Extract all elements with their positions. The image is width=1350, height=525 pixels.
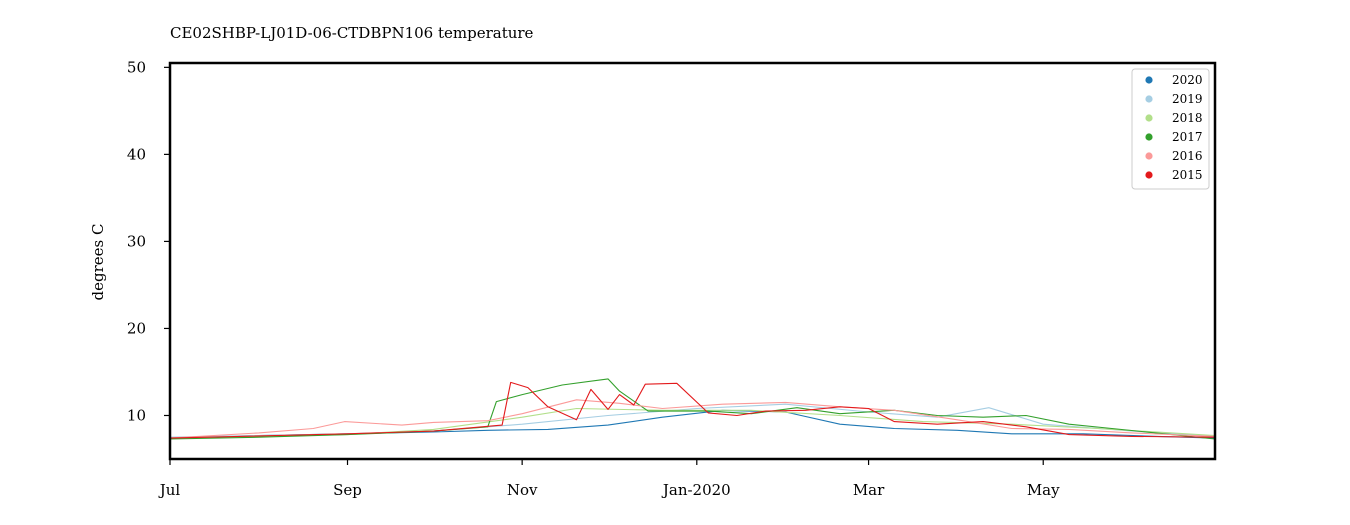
legend-label-2017: 2017 <box>1172 130 1203 144</box>
legend-marker-2016 <box>1145 152 1153 160</box>
y-axis-label: degrees C <box>89 224 107 301</box>
x-tick-label: Mar <box>853 481 885 499</box>
x-tick-label: May <box>1027 481 1060 499</box>
y-tick-label: 40 <box>127 145 146 163</box>
legend-marker-2018 <box>1145 114 1153 122</box>
series-line-2015 <box>170 381 1215 439</box>
x-tick-label: Jul <box>158 481 181 499</box>
plot-frame <box>168 61 1217 461</box>
y-tick-label: 20 <box>127 319 146 337</box>
x-tick-label: Nov <box>507 481 538 499</box>
y-tick-label: 10 <box>127 406 146 424</box>
series-line-2016 <box>170 399 1215 439</box>
chart-title: CE02SHBP-LJ01D-06-CTDBPN106 temperature <box>170 24 534 42</box>
legend-marker-2020 <box>1145 76 1153 84</box>
legend: 2020 2019 2018 2017 2016 2015 <box>1131 68 1210 190</box>
legend-label-2015: 2015 <box>1172 168 1203 182</box>
legend-label-2016: 2016 <box>1172 149 1203 163</box>
x-tick-label: Sep <box>333 481 362 499</box>
legend-label-2018: 2018 <box>1172 111 1203 125</box>
legend-marker-2017 <box>1145 133 1153 141</box>
legend-label-2020: 2020 <box>1172 73 1203 87</box>
x-tick-label: Jan-2020 <box>661 481 731 499</box>
y-tick-label: 50 <box>127 58 146 76</box>
legend-marker-2019 <box>1145 95 1153 103</box>
y-tick-label: 30 <box>127 232 146 250</box>
legend-label-2019: 2019 <box>1172 92 1203 106</box>
y-axis: 10 20 30 40 50 <box>127 58 170 424</box>
series-layer <box>170 378 1215 440</box>
x-axis: Jul Sep Nov Jan-2020 Mar May <box>158 459 1060 499</box>
legend-marker-2015 <box>1145 171 1153 179</box>
